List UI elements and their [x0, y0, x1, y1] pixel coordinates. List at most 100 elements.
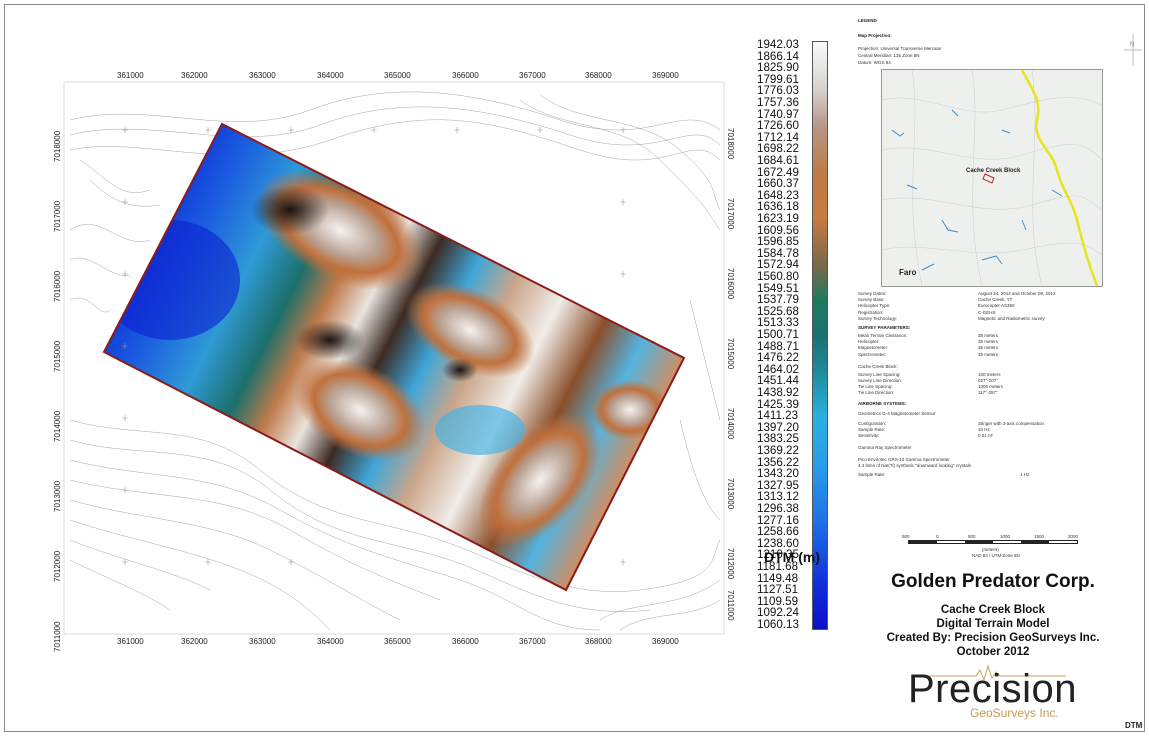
northing-tick: 7018000 — [726, 128, 735, 160]
map-frame — [4, 4, 1145, 732]
easting-tick: 367000 — [519, 637, 546, 646]
created-by: Created By: Precision GeoSurveys Inc. — [886, 632, 1100, 644]
colorbar-value-label: 1636.18 — [757, 200, 799, 214]
survey-block-outline[interactable] — [102, 122, 686, 592]
northing-tick: 7011000 — [726, 590, 735, 621]
detail-label: Sample Rate: — [858, 471, 886, 477]
detail-value: 1 Hz — [1020, 471, 1030, 477]
detail-line: Pico Envirotec GRS-10 Gamma Spectrometer — [858, 457, 950, 463]
colorbar-value-label: 1356.22 — [757, 455, 799, 469]
detail-value: 35 meters — [978, 339, 999, 345]
detail-value: 100 meters — [978, 371, 1001, 377]
detail-label: Tie Line Direction: — [858, 390, 895, 396]
colorbar-value-label: 1825.90 — [757, 61, 799, 75]
detail-heading: Cache Creek Block: — [858, 363, 898, 369]
colorbar-value-label: 1660.37 — [757, 177, 799, 191]
colorbar-value-label: 1060.13 — [757, 618, 799, 631]
colorbar-value-label: 1740.97 — [757, 107, 799, 121]
northing-tick: 7018000 — [53, 130, 62, 162]
colorbar-value-label: 1672.49 — [757, 165, 799, 179]
colorbar-value-label: 1525.68 — [757, 304, 799, 318]
easting-tick: 366000 — [452, 71, 479, 80]
detail-label: Registration: — [858, 309, 884, 315]
projection-line: Datum: WGS 84 — [858, 60, 891, 65]
scale-projection: NAD 83 / UTM Zone 8N — [972, 553, 1020, 558]
colorbar-value-label: 1425.39 — [757, 397, 799, 411]
block-name: Cache Creek Block — [940, 604, 1046, 616]
detail-line: 4.4 litres of NaI(Tl) synthetic "downwar… — [858, 463, 971, 469]
colorbar-value-label: 1609.56 — [757, 223, 799, 237]
colorbar-value-label: 1584.78 — [757, 246, 799, 260]
northing-tick: 7012000 — [53, 550, 62, 582]
projection-line: Central Meridian: 135 Zone 8N — [858, 53, 920, 58]
map-view[interactable] — [0, 0, 745, 660]
colorbar-value-label: 1383.25 — [757, 432, 799, 446]
easting-tick: 361000 — [117, 71, 144, 80]
detail-label: Survey Base: — [858, 297, 885, 303]
colorbar-value-label: 1343.20 — [757, 467, 799, 481]
easting-tick: 363000 — [249, 637, 276, 646]
survey-date: October 2012 — [956, 646, 1030, 658]
colorbar-value-label: 1238.60 — [757, 536, 799, 550]
colorbar-value-label: 1411.23 — [757, 409, 799, 423]
detail-value: Stinger with 3-axis compensation — [978, 420, 1045, 426]
detail-label: Helicopter: — [858, 339, 880, 345]
colorbar-value-label: 1500.71 — [757, 328, 799, 341]
colorbar-value-label: 1092.24 — [757, 606, 799, 620]
easting-tick: 367000 — [519, 71, 546, 80]
detail-value: Eurocopter AS350 — [978, 303, 1015, 309]
colorbar-value-label: 1623.19 — [757, 212, 799, 225]
colorbar-value-label: 1712.14 — [757, 130, 799, 144]
detail-value: Cache Creek, YT — [978, 297, 1013, 303]
logo-subtext: GeoSurveys Inc. — [970, 706, 1059, 720]
projection-heading: Map Projection: — [858, 33, 892, 38]
northing-tick: 7015000 — [53, 340, 62, 372]
northing-tick: 7015000 — [726, 338, 735, 370]
scale-tick: 1000 — [1000, 534, 1011, 539]
contour-lines — [69, 91, 721, 631]
detail-label: Mean Terrain Clearance: — [858, 333, 908, 338]
colorbar-value-label: 1757.36 — [757, 96, 799, 109]
colorbar-value-label: 1776.03 — [757, 84, 799, 98]
detail-value: Magnetic and Radiometric survey — [978, 315, 1045, 321]
scale-tick: 0 — [936, 534, 939, 539]
detail-label: Tie Line Spacing: — [858, 384, 893, 390]
easting-tick: 364000 — [317, 71, 344, 80]
colorbar-value-label: 1549.51 — [757, 281, 799, 295]
scale-tick: 500 — [968, 534, 976, 539]
colorbar-value-label: 1560.80 — [757, 270, 799, 283]
colorbar-value-label: 1942.03 — [757, 38, 799, 51]
colorbar-value-label: 1210.35 — [757, 548, 799, 562]
colorbar-value-label: 1327.95 — [757, 478, 799, 492]
inset-block-label: Cache Creek Block — [966, 168, 1021, 174]
easting-tick: 369000 — [652, 637, 679, 646]
detail-label: Spectrometer: — [858, 351, 887, 357]
easting-tick: 368000 — [585, 71, 612, 80]
colorbar-value-label: 1451.44 — [757, 374, 799, 388]
northing-tick: 7017000 — [726, 198, 735, 230]
colorbar-value-label: 1181.68 — [757, 560, 799, 573]
scale-tick: 500 — [902, 534, 910, 539]
detail-value: 35 meters — [978, 351, 999, 357]
detail-heading: AIRBORNE SYSTEMS: — [858, 400, 907, 406]
colorbar-value-label: 1258.66 — [757, 525, 799, 539]
northing-tick: 7013000 — [53, 480, 62, 512]
easting-tick: 366000 — [452, 637, 479, 646]
colorbar-value-label: 1397.20 — [757, 420, 799, 434]
color-bar — [812, 41, 828, 630]
grid-crosses — [122, 127, 626, 565]
easting-tick: 368000 — [585, 637, 612, 646]
colorbar-value-label: 1648.23 — [757, 188, 799, 202]
location-inset-map[interactable]: Cache Creek Block Faro — [881, 69, 1103, 287]
scale-tick: 1500 — [1034, 534, 1045, 539]
detail-heading: Gamma Ray Spectrometer — [858, 445, 912, 451]
colorbar-value-label: 1684.61 — [757, 154, 799, 167]
legend-title: LEGEND — [858, 18, 877, 23]
colorbar-value-label: 1296.38 — [757, 502, 799, 515]
colorbar-value-label: 1476.22 — [757, 351, 799, 365]
detail-label: Survey Line Direction: — [858, 378, 903, 383]
easting-tick: 365000 — [384, 637, 411, 646]
detail-value: 0.01 nT — [978, 433, 994, 438]
northing-tick: 7016000 — [53, 270, 62, 302]
colorbar-value-label: 1537.79 — [757, 293, 799, 307]
